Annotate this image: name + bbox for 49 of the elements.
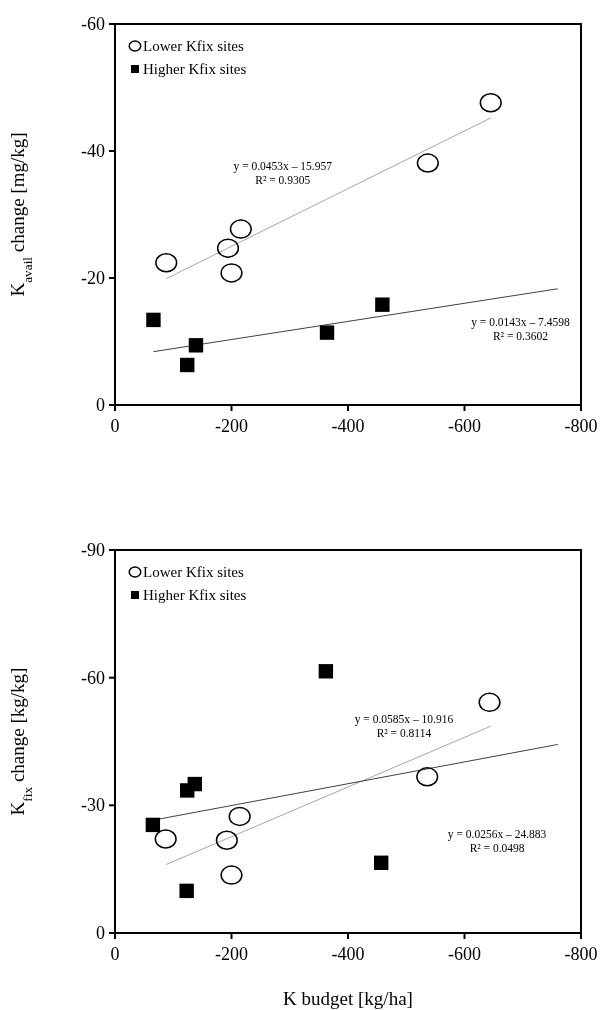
x-tick-label: -400 (331, 944, 365, 964)
x-tick-label: -600 (448, 944, 481, 964)
x-axis-title: K budget [kg/ha] (283, 988, 413, 1009)
point (319, 325, 335, 340)
point (180, 357, 195, 373)
y-tick-label: -60 (81, 14, 105, 34)
point (374, 855, 389, 870)
point (146, 312, 161, 328)
point (187, 776, 202, 792)
y-tick-label: 0 (96, 923, 105, 943)
point (145, 817, 161, 833)
point (478, 692, 501, 713)
legend-label: Higher Kfix sites (143, 61, 247, 77)
point (220, 865, 243, 885)
annotation: y = 0.0143x – 7.4598 R² = 0.3602 (471, 315, 570, 342)
point (229, 219, 252, 239)
y-tick-label: -60 (81, 667, 105, 688)
legend-label: Higher Kfix sites (143, 587, 247, 603)
y-tick-label: -90 (81, 540, 105, 560)
point (228, 806, 251, 827)
x-tick-label: -800 (564, 944, 598, 964)
x-tick-label: -200 (215, 416, 248, 436)
y-tick-label: -40 (81, 141, 105, 161)
point (179, 883, 194, 899)
x-tick-label: -200 (215, 944, 248, 964)
point (154, 829, 177, 849)
point (220, 263, 243, 283)
point (375, 297, 390, 312)
annotation: y = 0.0453x – 15.957 R² = 0.9305 (233, 159, 333, 186)
point (416, 153, 439, 173)
point (155, 253, 178, 273)
point (479, 92, 502, 113)
legend-label: Lower Kfix sites (143, 564, 244, 580)
point (416, 767, 439, 787)
x-tick-label: 0 (110, 416, 120, 436)
point (318, 664, 334, 679)
x-tick-label: 0 (110, 944, 120, 964)
point (188, 338, 204, 353)
annotation: y = 0.0585x – 10.916 R² = 0.8114 (354, 713, 454, 740)
y-tick-label: -20 (81, 268, 105, 288)
x-tick-label: -800 (564, 416, 598, 436)
point (216, 238, 240, 258)
x-tick-label: -400 (331, 416, 365, 436)
annotation: y = 0.0256x – 24.883 R² = 0.0498 (447, 828, 547, 855)
y-tick-label: -30 (81, 795, 105, 816)
legend-label: Lower Kfix sites (143, 38, 244, 54)
point (215, 830, 238, 850)
y-tick-label: 0 (96, 395, 105, 415)
x-tick-label: -600 (448, 416, 481, 436)
